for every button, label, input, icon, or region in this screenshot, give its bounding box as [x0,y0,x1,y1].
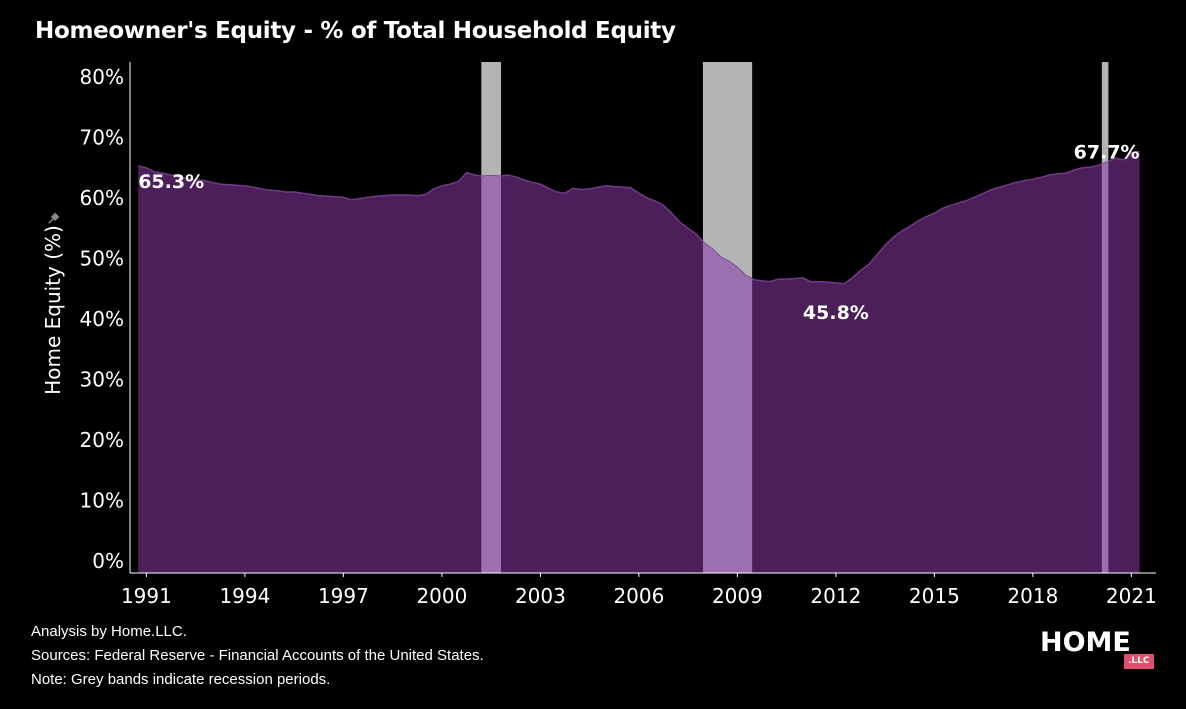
x-tick-label: 2018 [1007,584,1058,608]
y-tick-label: 60% [80,186,124,210]
y-axis-label-group: Home Equity (%) [41,212,65,395]
logo-badge: .LLC [1124,654,1154,669]
equity-area-fill [138,151,1140,573]
y-axis-label: Home Equity (%) [41,225,65,395]
x-tick-label: 2009 [712,584,763,608]
footnotes: Analysis by Home.LLC. Sources: Federal R… [31,620,484,692]
sources-note: Sources: Federal Reserve - Financial Acc… [31,647,484,664]
tick-labels: 0% 10% 20% 30% 40% 50% 60% 70% 80% 1991 1994 1997 20… [80,65,1157,608]
pin-icon [48,212,60,224]
x-tick-label: 1991 [121,584,172,608]
axes [129,62,1156,574]
y-tick-label: 70% [80,126,124,150]
y-tick-label: 10% [80,489,124,513]
data-label: 65.3% [138,171,204,193]
pin-needle [48,218,54,224]
x-tick-label: 1997 [318,584,369,608]
x-tick-label: 2015 [909,584,960,608]
logo-text: HOME [1040,627,1131,658]
y-tick-label: 80% [80,65,124,89]
data-labels: 65.3% 45.8% 67.7% [138,141,1139,323]
x-tick-label: 2006 [613,584,664,608]
home-llc-logo: HOME .LLC [1040,627,1154,669]
data-label: 67.7% [1074,141,1140,163]
x-tick-label: 2021 [1106,584,1157,608]
y-tick-label: 50% [80,247,124,271]
y-tick-label: 20% [80,428,124,452]
recession-overlay-2 [1101,151,1109,573]
chart-title: Homeowner's Equity - % of Total Househol… [35,18,676,44]
y-tick-label: 0% [92,549,124,573]
y-tick-label: 40% [80,307,124,331]
equity-area [138,150,1140,573]
x-tick-label: 1994 [219,584,270,608]
analysis-credit: Analysis by Home.LLC. [31,623,187,640]
x-tick-label: 2003 [515,584,566,608]
x-tick-label: 2012 [810,584,861,608]
equity-line [138,150,1140,285]
data-label: 45.8% [803,302,869,324]
y-tick-label: 30% [80,368,124,392]
recession-overlay-0 [481,151,502,573]
recession-note: Note: Grey bands indicate recession peri… [31,671,331,688]
x-tick-label: 2000 [416,584,467,608]
